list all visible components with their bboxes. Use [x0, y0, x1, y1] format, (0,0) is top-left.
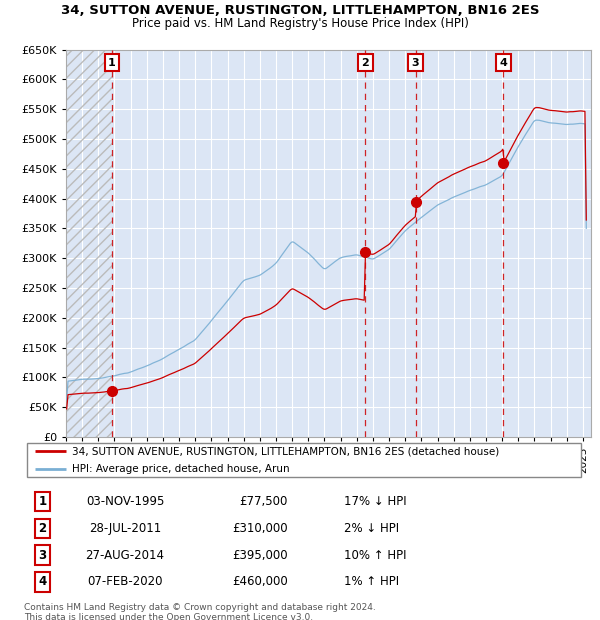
Text: £77,500: £77,500	[239, 495, 287, 508]
Text: Contains HM Land Registry data © Crown copyright and database right 2024.
This d: Contains HM Land Registry data © Crown c…	[24, 603, 376, 620]
Text: 2: 2	[38, 522, 47, 535]
FancyBboxPatch shape	[27, 443, 581, 477]
Text: 27-AUG-2014: 27-AUG-2014	[85, 549, 164, 562]
Text: Price paid vs. HM Land Registry's House Price Index (HPI): Price paid vs. HM Land Registry's House …	[131, 17, 469, 30]
Text: 1% ↑ HPI: 1% ↑ HPI	[344, 575, 399, 588]
Text: £310,000: £310,000	[232, 522, 287, 535]
Text: 17% ↓ HPI: 17% ↓ HPI	[344, 495, 406, 508]
Text: 10% ↑ HPI: 10% ↑ HPI	[344, 549, 406, 562]
Text: 34, SUTTON AVENUE, RUSTINGTON, LITTLEHAMPTON, BN16 2ES (detached house): 34, SUTTON AVENUE, RUSTINGTON, LITTLEHAM…	[71, 446, 499, 456]
Text: HPI: Average price, detached house, Arun: HPI: Average price, detached house, Arun	[71, 464, 289, 474]
Text: 2: 2	[362, 58, 370, 68]
Text: 28-JUL-2011: 28-JUL-2011	[89, 522, 161, 535]
Text: 3: 3	[412, 58, 419, 68]
Text: £460,000: £460,000	[232, 575, 287, 588]
Text: 2% ↓ HPI: 2% ↓ HPI	[344, 522, 399, 535]
Text: 1: 1	[108, 58, 116, 68]
Text: 1: 1	[38, 495, 47, 508]
Text: 3: 3	[38, 549, 47, 562]
Text: 4: 4	[38, 575, 47, 588]
Text: £395,000: £395,000	[232, 549, 287, 562]
Text: 03-NOV-1995: 03-NOV-1995	[86, 495, 164, 508]
Text: 07-FEB-2020: 07-FEB-2020	[87, 575, 163, 588]
Text: 4: 4	[500, 58, 508, 68]
Text: 34, SUTTON AVENUE, RUSTINGTON, LITTLEHAMPTON, BN16 2ES: 34, SUTTON AVENUE, RUSTINGTON, LITTLEHAM…	[61, 4, 539, 17]
